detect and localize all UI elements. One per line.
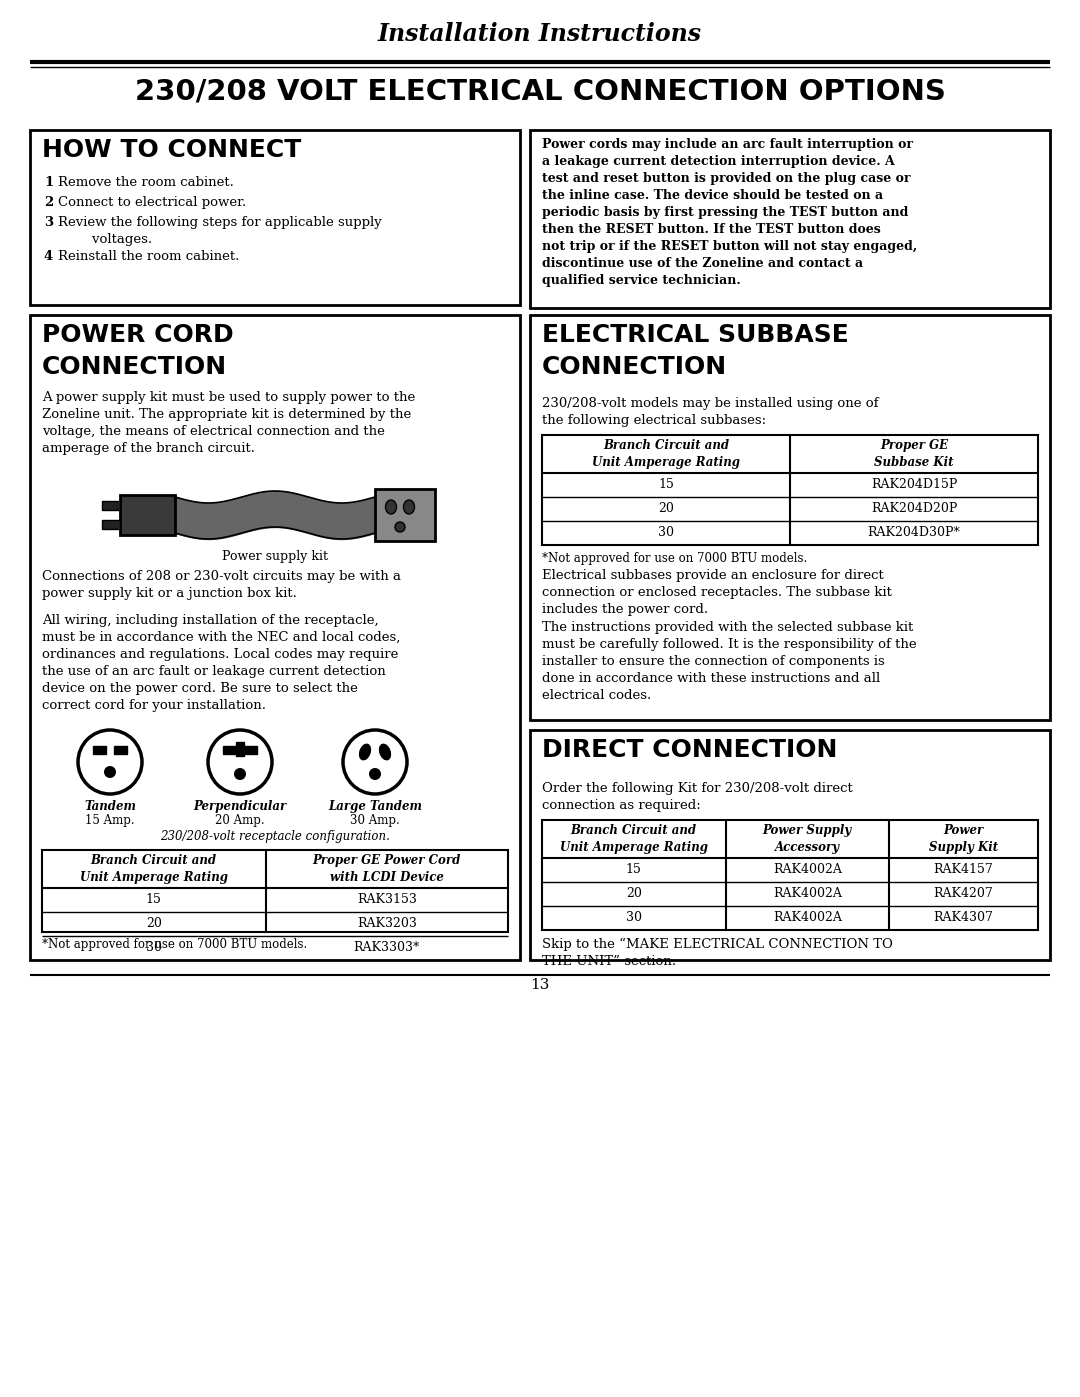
Text: *Not approved for use on 7000 BTU models.: *Not approved for use on 7000 BTU models…	[542, 552, 807, 564]
Text: RAK4002A: RAK4002A	[773, 887, 841, 900]
Bar	[102, 520, 120, 529]
Text: RAK4307: RAK4307	[934, 911, 994, 923]
Text: Power
Supply Kit: Power Supply Kit	[929, 824, 998, 854]
Text: RAK4207: RAK4207	[934, 887, 994, 900]
Bar	[375, 489, 435, 541]
Text: DIRECT CONNECTION: DIRECT CONNECTION	[542, 738, 837, 761]
Text: POWER CORD
CONNECTION: POWER CORD CONNECTION	[42, 323, 233, 379]
Bar	[530, 731, 1050, 960]
Text: Power Supply
Accessory: Power Supply Accessory	[762, 824, 852, 854]
Circle shape	[234, 768, 246, 780]
Text: RAK204D30P*: RAK204D30P*	[867, 527, 960, 539]
Bar	[542, 820, 1038, 930]
Text: RAK3203: RAK3203	[356, 916, 417, 930]
Text: 4: 4	[44, 250, 53, 263]
Text: 30: 30	[146, 942, 162, 954]
Text: 230/208-volt receptacle configuration.: 230/208-volt receptacle configuration.	[160, 830, 390, 842]
Bar	[222, 746, 237, 754]
Text: Power cords may include an arc fault interruption or
a leakage current detection: Power cords may include an arc fault int…	[542, 138, 917, 286]
Bar	[237, 742, 244, 756]
Text: 15: 15	[146, 893, 162, 907]
Ellipse shape	[386, 500, 396, 514]
Text: Power supply kit: Power supply kit	[222, 550, 328, 563]
Text: Remove the room cabinet.: Remove the room cabinet.	[58, 176, 234, 189]
Text: Reinstall the room cabinet.: Reinstall the room cabinet.	[58, 250, 240, 263]
Ellipse shape	[404, 500, 415, 514]
Text: 15: 15	[625, 863, 642, 876]
Text: Installation Instructions: Installation Instructions	[378, 22, 702, 46]
Text: 2: 2	[44, 196, 53, 210]
Text: Perpendicular: Perpendicular	[193, 800, 286, 813]
Circle shape	[369, 768, 381, 780]
Text: Order the following Kit for 230/208-volt direct
connection as required:: Order the following Kit for 230/208-volt…	[542, 782, 853, 812]
Text: 20: 20	[658, 502, 674, 515]
Text: RAK204D20P: RAK204D20P	[870, 502, 957, 515]
Bar	[30, 314, 519, 960]
Text: 30: 30	[658, 527, 674, 539]
Bar	[542, 434, 1038, 545]
Bar	[30, 130, 519, 305]
Text: A power supply kit must be used to supply power to the
Zoneline unit. The approp: A power supply kit must be used to suppl…	[42, 391, 415, 455]
Text: Electrical subbases provide an enclosure for direct
connection or enclosed recep: Electrical subbases provide an enclosure…	[542, 569, 892, 616]
Text: RAK3153: RAK3153	[356, 893, 417, 907]
Text: Branch Circuit and
Unit Amperage Rating: Branch Circuit and Unit Amperage Rating	[80, 854, 228, 884]
Text: 15 Amp.: 15 Amp.	[85, 814, 135, 827]
Text: All wiring, including installation of the receptacle,
must be in accordance with: All wiring, including installation of th…	[42, 615, 401, 712]
Text: Branch Circuit and
Unit Amperage Rating: Branch Circuit and Unit Amperage Rating	[559, 824, 707, 854]
Bar	[530, 130, 1050, 307]
Text: 3: 3	[44, 217, 53, 229]
Text: Connect to electrical power.: Connect to electrical power.	[58, 196, 246, 210]
Text: 13: 13	[530, 978, 550, 992]
Text: RAK204D15P: RAK204D15P	[870, 478, 957, 490]
Bar	[244, 746, 257, 754]
Text: 230/208-volt models may be installed using one of
the following electrical subba: 230/208-volt models may be installed usi…	[542, 397, 878, 427]
Bar	[530, 314, 1050, 719]
Bar	[114, 746, 127, 754]
Text: Review the following steps for applicable supply
        voltages.: Review the following steps for applicabl…	[58, 217, 381, 246]
Text: Proper GE
Subbase Kit: Proper GE Subbase Kit	[874, 439, 954, 469]
Ellipse shape	[395, 522, 405, 532]
Text: 30 Amp.: 30 Amp.	[350, 814, 400, 827]
Circle shape	[104, 766, 116, 778]
Text: 15: 15	[658, 478, 674, 490]
Text: HOW TO CONNECT: HOW TO CONNECT	[42, 138, 301, 162]
Bar	[93, 746, 106, 754]
Text: 230/208 VOLT ELECTRICAL CONNECTION OPTIONS: 230/208 VOLT ELECTRICAL CONNECTION OPTIO…	[135, 78, 945, 106]
Text: Large Tandem: Large Tandem	[328, 800, 422, 813]
Text: 20: 20	[625, 887, 642, 900]
Text: 30: 30	[625, 911, 642, 923]
Bar	[42, 849, 508, 932]
Text: Proper GE Power Cord
with LCDI Device: Proper GE Power Cord with LCDI Device	[312, 854, 461, 884]
Text: Skip to the “MAKE ELECTRICAL CONNECTION TO
THE UNIT” section.: Skip to the “MAKE ELECTRICAL CONNECTION …	[542, 937, 893, 968]
Bar	[120, 495, 175, 535]
Text: 20: 20	[146, 916, 162, 930]
Text: *Not approved for use on 7000 BTU models.: *Not approved for use on 7000 BTU models…	[42, 937, 307, 951]
Text: RAK4002A: RAK4002A	[773, 863, 841, 876]
Bar	[102, 502, 120, 510]
Text: 20 Amp.: 20 Amp.	[215, 814, 265, 827]
Text: Branch Circuit and
Unit Amperage Rating: Branch Circuit and Unit Amperage Rating	[592, 439, 740, 469]
Text: Tandem: Tandem	[84, 800, 136, 813]
Text: RAK4002A: RAK4002A	[773, 911, 841, 923]
Text: Connections of 208 or 230-volt circuits may be with a
power supply kit or a junc: Connections of 208 or 230-volt circuits …	[42, 570, 401, 599]
Text: RAK4157: RAK4157	[934, 863, 994, 876]
Ellipse shape	[360, 745, 370, 760]
Text: ELECTRICAL SUBBASE
CONNECTION: ELECTRICAL SUBBASE CONNECTION	[542, 323, 849, 379]
Text: RAK3303*: RAK3303*	[354, 942, 420, 954]
Ellipse shape	[379, 745, 391, 760]
Text: 1: 1	[44, 176, 53, 189]
Text: The instructions provided with the selected subbase kit
must be carefully follow: The instructions provided with the selec…	[542, 622, 917, 703]
